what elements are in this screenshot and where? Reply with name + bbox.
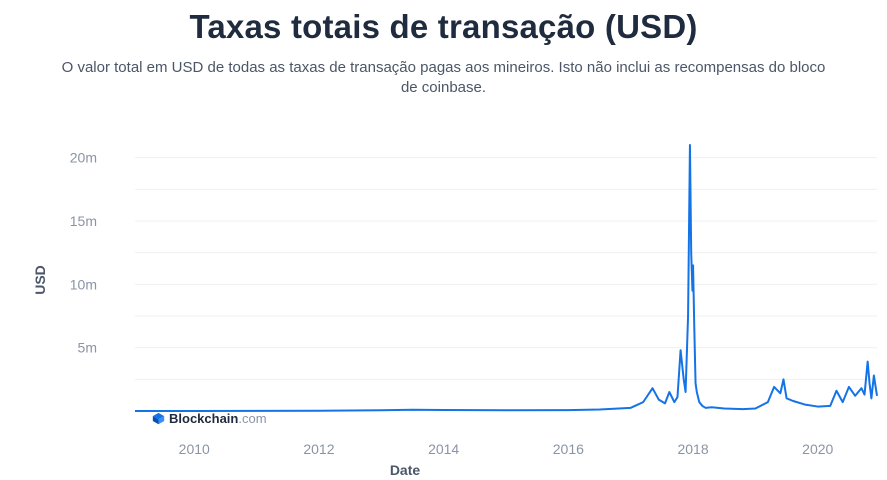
chart-title: Taxas totais de transação (USD) bbox=[189, 8, 698, 45]
x-axis-ticks: 2010 2012 2014 2016 2018 2020 bbox=[179, 441, 834, 457]
y-axis-title: USD bbox=[32, 265, 48, 295]
y-tick-label: 5m bbox=[78, 340, 97, 356]
grid-lines bbox=[135, 157, 877, 380]
x-tick-label: 2012 bbox=[303, 441, 334, 457]
y-axis-ticks: 5m 10m 15m 20m bbox=[70, 150, 97, 356]
y-tick-label: 10m bbox=[70, 276, 97, 292]
x-tick-label: 2020 bbox=[802, 441, 833, 457]
blockchain-logo: Blockchain .com bbox=[152, 411, 267, 426]
x-tick-label: 2018 bbox=[677, 441, 708, 457]
x-tick-label: 2016 bbox=[553, 441, 584, 457]
x-axis-title: Date bbox=[390, 462, 421, 478]
chart-subtitle: O valor total em USD de todas as taxas d… bbox=[61, 59, 826, 96]
y-tick-label: 20m bbox=[70, 150, 97, 166]
blockchain-cube-icon bbox=[152, 412, 165, 425]
logo-name: Blockchain bbox=[169, 411, 239, 426]
x-tick-label: 2014 bbox=[428, 441, 459, 457]
y-tick-label: 15m bbox=[70, 213, 97, 229]
series-line bbox=[135, 144, 878, 412]
logo-suffix: .com bbox=[238, 411, 267, 426]
x-tick-label: 2010 bbox=[179, 441, 210, 457]
